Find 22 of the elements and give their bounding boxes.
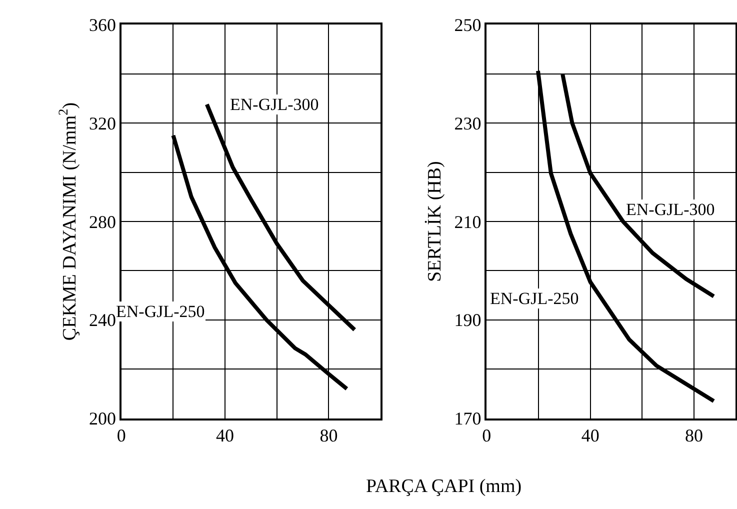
y-tick-label: 170 [454, 408, 482, 429]
y-tick-label: 250 [454, 14, 482, 35]
x-tick-label: 0 [116, 426, 126, 446]
y-tick-label: 320 [89, 113, 116, 134]
x-tick-label: 40 [581, 426, 600, 446]
x-tick-label: 80 [320, 426, 338, 446]
x-tick-label: 40 [216, 426, 234, 446]
y-tick-label: 360 [89, 14, 116, 35]
y-tick-label: 200 [89, 408, 116, 429]
text: EN-GJL-250 [116, 302, 205, 321]
series-label: EN-GJL-250 [490, 289, 579, 308]
y-tick-label: 190 [454, 310, 482, 330]
series-label: EN-GJL-300 [626, 200, 715, 219]
y-tick-label: 280 [89, 212, 116, 232]
y-axis-title: SERTLİK (HB) [424, 161, 446, 282]
series-label: EN-GJL-300 [230, 95, 319, 114]
x-tick-label: 80 [685, 426, 704, 446]
x-tick-label: 0 [482, 426, 492, 446]
y-tick-label: 210 [454, 212, 482, 232]
y-tick-label: 230 [454, 113, 482, 134]
x-axis-title: PARÇA ÇAPI (mm) [366, 476, 522, 497]
y-tick-label: 240 [89, 310, 116, 330]
